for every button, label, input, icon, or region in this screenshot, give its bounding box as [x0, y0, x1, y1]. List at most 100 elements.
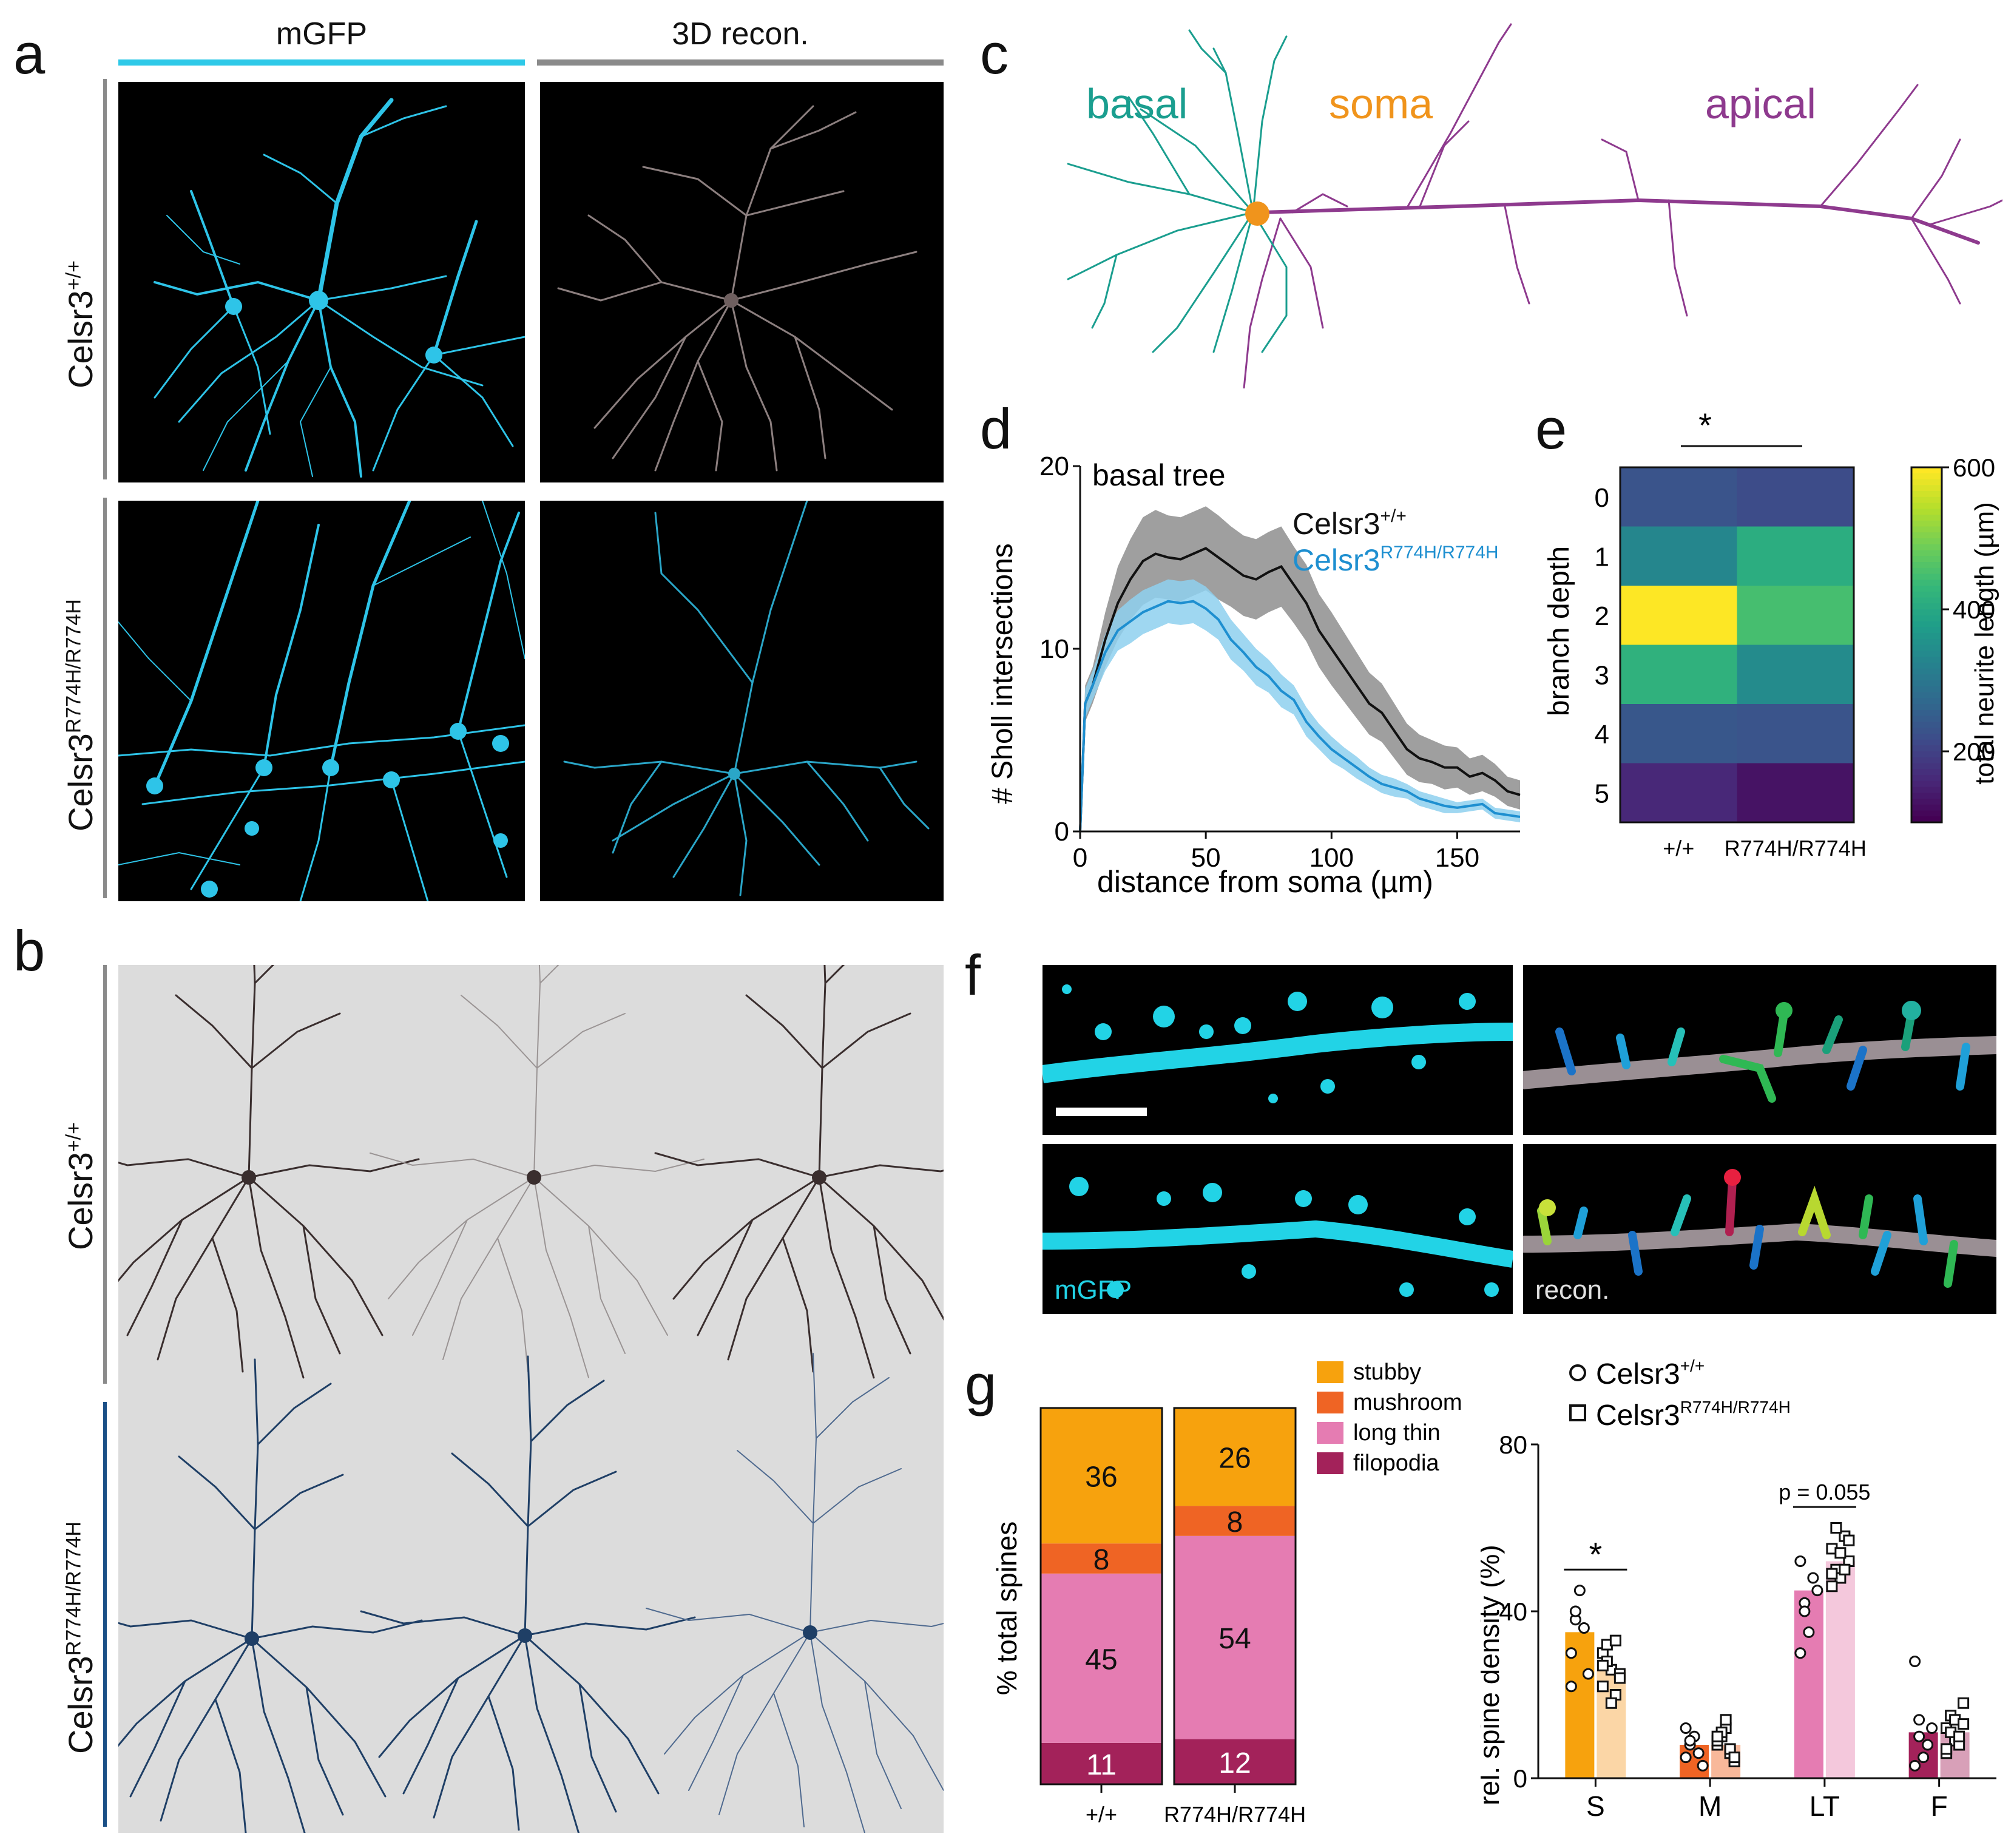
colorbar-segment: [1911, 810, 1942, 817]
g2-ytick-label: 40: [1499, 1597, 1527, 1626]
g1-ylabel: % total spines: [991, 1521, 1022, 1695]
chart-d-xlabel: distance from soma (µm): [1097, 865, 1433, 899]
density-point-wt: [1794, 1555, 1806, 1567]
density-point-mut: [1834, 1547, 1847, 1559]
colorbar-segment: [1911, 591, 1942, 598]
chart-d-legend-mut: Celsr3R774H/R774H: [1293, 543, 1499, 577]
g2-legend: Celsr3+/+ Celsr3R774H/R774H: [1569, 1356, 1791, 1432]
sholl-line-0: [1079, 547, 1521, 832]
panel-letter-c: c: [980, 22, 1009, 86]
chart-d-title: basal tree: [1092, 458, 1226, 492]
density-point-mut: [1826, 1580, 1838, 1592]
d-ytick-label: 20: [1039, 452, 1069, 481]
legend-swatch-filopodia: [1317, 1452, 1343, 1474]
stack-cat-label: R774H/R774H: [1164, 1802, 1306, 1827]
density-point-wt: [1565, 1647, 1577, 1659]
colorbar-segment: [1911, 799, 1942, 805]
colorbar-frame: [1910, 466, 1943, 824]
density-point-mut: [1958, 1718, 1970, 1730]
stack-seg-mushroom-0: [1041, 1543, 1162, 1574]
colorbar-segment: [1911, 698, 1942, 705]
stack-seg-label: 11: [1086, 1749, 1117, 1781]
colorbar-segment: [1911, 520, 1942, 527]
density-point-mut: [1720, 1714, 1732, 1726]
colorbar-segment: [1911, 733, 1942, 740]
colorbar-segment: [1911, 574, 1942, 581]
colorbar-segment: [1911, 597, 1942, 604]
density-point-wt: [1799, 1605, 1811, 1617]
heat-cell-r5-c1: [1737, 763, 1854, 822]
density-point-wt: [1692, 1747, 1705, 1759]
g1-legend: stubby mushroom long thin filopodia: [1311, 1356, 1493, 1490]
image-spines-recon-mut: recon.: [1523, 1144, 1996, 1314]
heat-cell-r4-c1: [1737, 704, 1854, 763]
density-point-mut: [1609, 1634, 1621, 1647]
panel-letter-e: e: [1535, 397, 1567, 461]
colorbar-segment: [1911, 580, 1942, 586]
density-point-wt: [1926, 1722, 1938, 1734]
colorbar-segment: [1911, 651, 1942, 657]
stack-cat-label: +/+: [1086, 1802, 1117, 1827]
density-point-wt: [1697, 1759, 1709, 1772]
colorbar-segment: [1911, 638, 1942, 646]
colorbar-segment: [1911, 751, 1942, 758]
colorbar-segment: [1911, 739, 1942, 746]
density-point-wt: [1582, 1668, 1594, 1680]
colorbar-segment: [1911, 763, 1942, 770]
colorbar-segment: [1911, 603, 1942, 610]
heat-frame: [1619, 466, 1855, 824]
heat-cell-r1-c0: [1620, 526, 1737, 586]
density-point-mut: [1958, 1697, 1970, 1709]
colorbar-segment: [1911, 674, 1942, 681]
colorbar-segment: [1911, 686, 1942, 693]
legend-label-long-thin: long thin: [1353, 1420, 1441, 1446]
sholl-band-1: [1080, 579, 1520, 831]
panel-c: basal soma apical: [1032, 12, 2004, 390]
density-point-wt: [1807, 1572, 1819, 1584]
colorbar-segment: [1911, 526, 1942, 533]
panel-letter-d: d: [980, 397, 1012, 461]
row-label-b-wt: Celsr3+/+: [61, 1122, 100, 1250]
density-point-wt: [1680, 1752, 1692, 1764]
colorbar-segment: [1911, 609, 1942, 616]
density-point-wt: [1922, 1739, 1934, 1751]
density-point-wt: [1794, 1647, 1806, 1659]
header-mgfp-bar: [118, 59, 525, 66]
heat-cell-r1-c1: [1737, 526, 1854, 586]
label-basal: basal: [1086, 80, 1188, 127]
stack-seg-label: 45: [1085, 1643, 1117, 1676]
colorbar-tick-label: 400: [1953, 595, 1995, 624]
density-point-mut: [1728, 1752, 1740, 1764]
colorbar-segment: [1911, 503, 1942, 510]
stack-seg-label: 26: [1218, 1443, 1251, 1475]
density-point-wt: [1913, 1714, 1925, 1726]
heat-row-label: 4: [1595, 720, 1609, 750]
image-spines-mgfp-wt: [1042, 965, 1513, 1135]
label-mgfp-f: mGFP: [1055, 1275, 1132, 1305]
heat-row-label: 2: [1595, 601, 1609, 631]
heat-row-label: 0: [1595, 483, 1609, 513]
panel-g-stacked-chart: % total spines 11 45 8 36 +/+ 12 54 8 26 R774H/R7…: [983, 1359, 1371, 1845]
panel-letter-b: b: [13, 919, 46, 983]
panel-d-sholl-chart: basal tree # Sholl intersections distanc…: [983, 449, 1529, 910]
g2-ytick-label: 0: [1513, 1764, 1527, 1793]
density-point-wt: [1811, 1585, 1823, 1597]
density-point-mut: [1843, 1534, 1855, 1546]
legend-circle-marker: [1569, 1364, 1586, 1381]
colorbar-segment: [1911, 615, 1942, 622]
header-mgfp: mGFP: [275, 16, 368, 52]
legend-swatch-long-thin: [1317, 1422, 1343, 1444]
header-recon: 3D recon.: [672, 16, 809, 52]
colorbar-segment: [1911, 709, 1942, 717]
colorbar-segment: [1911, 509, 1942, 515]
colorbar-segment: [1911, 775, 1942, 782]
row-bar-b-wt: [103, 965, 107, 1384]
chart-d-plot: 0 10 20 0 50 100 150: [1039, 452, 1521, 873]
panel-letter-f: f: [965, 943, 981, 1007]
legend-label-stubby: stubby: [1353, 1359, 1421, 1385]
density-point-mut: [1605, 1697, 1617, 1709]
image-recon-wt: [540, 82, 944, 482]
colorbar-segment: [1911, 633, 1942, 640]
d-ytick-label: 10: [1039, 634, 1069, 664]
stack-seg-label: 36: [1085, 1461, 1117, 1494]
